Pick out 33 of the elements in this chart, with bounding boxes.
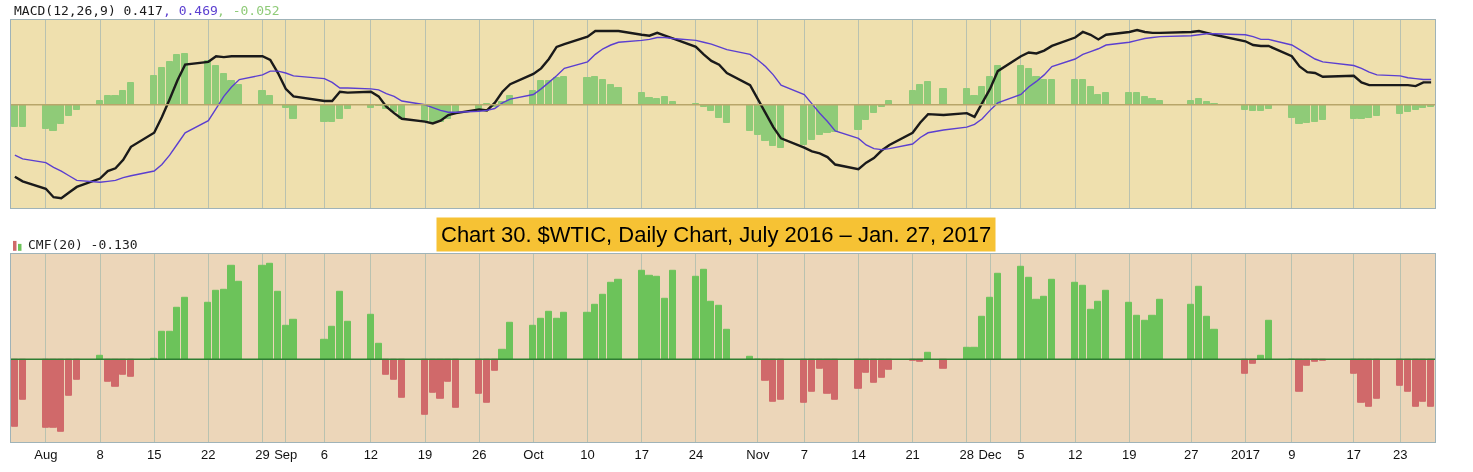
x-tick-label: 24 <box>688 446 704 462</box>
x-tick-label: Oct <box>523 446 544 462</box>
x-tick-label: 29 <box>255 446 270 462</box>
x-tick-label: 27 <box>1183 446 1199 462</box>
x-tick-label: Dec <box>978 446 1003 462</box>
x-tick-label: 22 <box>201 446 216 462</box>
x-tick-label: 9 <box>1288 446 1296 462</box>
text: MACD(12,26,9) 0.417 <box>14 3 163 18</box>
x-tick-label: 23 <box>1392 446 1408 462</box>
x-tick-label: 28 <box>959 446 975 462</box>
legend-label: CMF(20) -0.130 <box>28 237 138 252</box>
x-tick-label: Nov <box>746 446 770 462</box>
x-tick-label: 7 <box>800 446 808 462</box>
x-tick-label: 5 <box>1017 446 1025 462</box>
text: , 0.469 <box>163 3 218 18</box>
x-tick-label: 14 <box>851 446 866 462</box>
x-tick-label: 17 <box>1346 446 1361 462</box>
x-tick-label: Aug <box>34 446 58 462</box>
x-tick-label: 8 <box>96 446 104 462</box>
x-tick-label: Sep <box>274 446 298 462</box>
x-tick-label: 17 <box>634 446 649 462</box>
x-tick-label: 12 <box>1067 446 1083 462</box>
x-tick-label: 10 <box>580 446 595 462</box>
x-tick-label: 15 <box>146 446 162 462</box>
x-tick-label: 21 <box>905 446 920 462</box>
x-tick-label: 2017 <box>1230 446 1260 462</box>
text: Chart 30. $WTIC, Daily Chart, July 2016 – Jan. 27, 2017 <box>441 222 992 247</box>
x-tick-label: 6 <box>320 446 329 462</box>
x-tick-label: 19 <box>417 446 433 462</box>
text: , -0.052 <box>217 3 280 18</box>
x-tick-label: 12 <box>363 446 379 462</box>
x-tick-label: 26 <box>471 446 487 462</box>
x-tick-label: 19 <box>1122 446 1137 462</box>
